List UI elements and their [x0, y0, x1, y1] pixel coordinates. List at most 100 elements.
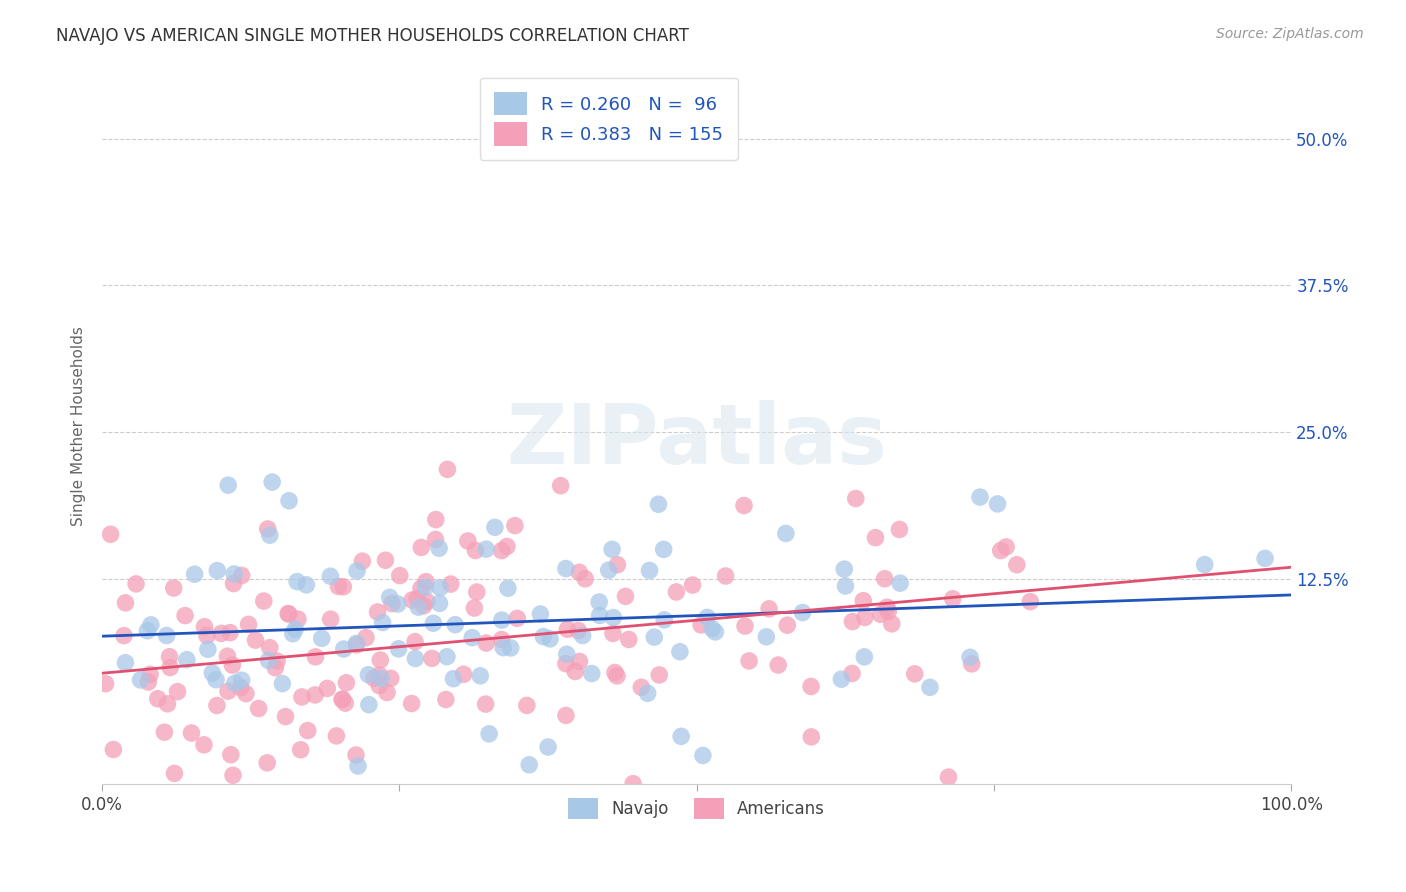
Point [491, 632, 513, 647]
Point [517, 757, 540, 772]
Point [425, 513, 447, 527]
Point [990, 543, 1012, 558]
Point [491, 613, 513, 627]
Point [316, 681, 339, 696]
Point [274, 709, 297, 723]
Point [238, 617, 260, 632]
Point [436, 649, 458, 664]
Point [464, 543, 486, 558]
Point [219, 747, 242, 762]
Point [876, 600, 898, 615]
Point [193, 738, 215, 752]
Point [567, 624, 589, 638]
Point [217, 684, 239, 698]
Point [690, 618, 713, 632]
Point [139, 617, 162, 632]
Point [758, 602, 780, 616]
Point [669, 729, 692, 743]
Point [669, 645, 692, 659]
Point [380, 671, 402, 685]
Point [832, 562, 855, 576]
Point [291, 690, 314, 704]
Point [531, 630, 554, 644]
Point [853, 649, 876, 664]
Point [1019, 594, 1042, 608]
Point [409, 582, 432, 596]
Point [830, 672, 852, 686]
Point [257, 653, 280, 667]
Point [195, 629, 218, 643]
Point [114, 596, 136, 610]
Point [368, 653, 391, 667]
Point [129, 673, 152, 687]
Point [136, 675, 159, 690]
Point [529, 607, 551, 621]
Point [841, 666, 863, 681]
Point [253, 594, 276, 608]
Point [381, 597, 404, 611]
Point [648, 668, 671, 682]
Point [357, 698, 380, 712]
Point [617, 632, 640, 647]
Point [304, 649, 326, 664]
Point [638, 564, 661, 578]
Point [554, 657, 576, 671]
Point [346, 636, 368, 650]
Text: NAVAJO VS AMERICAN SINGLE MOTHER HOUSEHOLDS CORRELATION CHART: NAVAJO VS AMERICAN SINGLE MOTHER HOUSEHO… [56, 27, 689, 45]
Point [197, 642, 219, 657]
Point [422, 616, 444, 631]
Point [775, 526, 797, 541]
Point [368, 679, 391, 693]
Point [434, 692, 457, 706]
Point [193, 620, 215, 634]
Point [139, 667, 162, 681]
Point [1005, 558, 1028, 572]
Point [319, 612, 342, 626]
Point [904, 666, 927, 681]
Point [163, 766, 186, 780]
Point [734, 619, 756, 633]
Point [371, 615, 394, 630]
Point [159, 649, 181, 664]
Point [217, 649, 239, 664]
Point [600, 542, 623, 557]
Point [571, 628, 593, 642]
Point [406, 591, 429, 606]
Point [256, 522, 278, 536]
Point [425, 533, 447, 547]
Text: Source: ZipAtlas.com: Source: ZipAtlas.com [1216, 27, 1364, 41]
Point [475, 542, 498, 557]
Point [606, 669, 628, 683]
Point [852, 593, 875, 607]
Point [444, 617, 467, 632]
Y-axis label: Single Mother Households: Single Mother Households [72, 326, 86, 526]
Point [404, 634, 426, 648]
Point [738, 654, 761, 668]
Point [603, 665, 626, 680]
Point [555, 648, 578, 662]
Point [290, 743, 312, 757]
Point [429, 596, 451, 610]
Point [217, 478, 239, 492]
Point [176, 653, 198, 667]
Point [995, 540, 1018, 554]
Point [388, 794, 411, 808]
Point [865, 531, 887, 545]
Point [537, 739, 560, 754]
Point [166, 684, 188, 698]
Point [335, 675, 357, 690]
Point [287, 612, 309, 626]
Point [346, 638, 368, 652]
Point [163, 581, 186, 595]
Point [285, 574, 308, 589]
Point [457, 533, 479, 548]
Point [114, 656, 136, 670]
Point [478, 727, 501, 741]
Point [357, 667, 380, 681]
Point [332, 642, 354, 657]
Point [222, 768, 245, 782]
Point [555, 708, 578, 723]
Point [207, 564, 229, 578]
Point [800, 730, 823, 744]
Point [918, 681, 941, 695]
